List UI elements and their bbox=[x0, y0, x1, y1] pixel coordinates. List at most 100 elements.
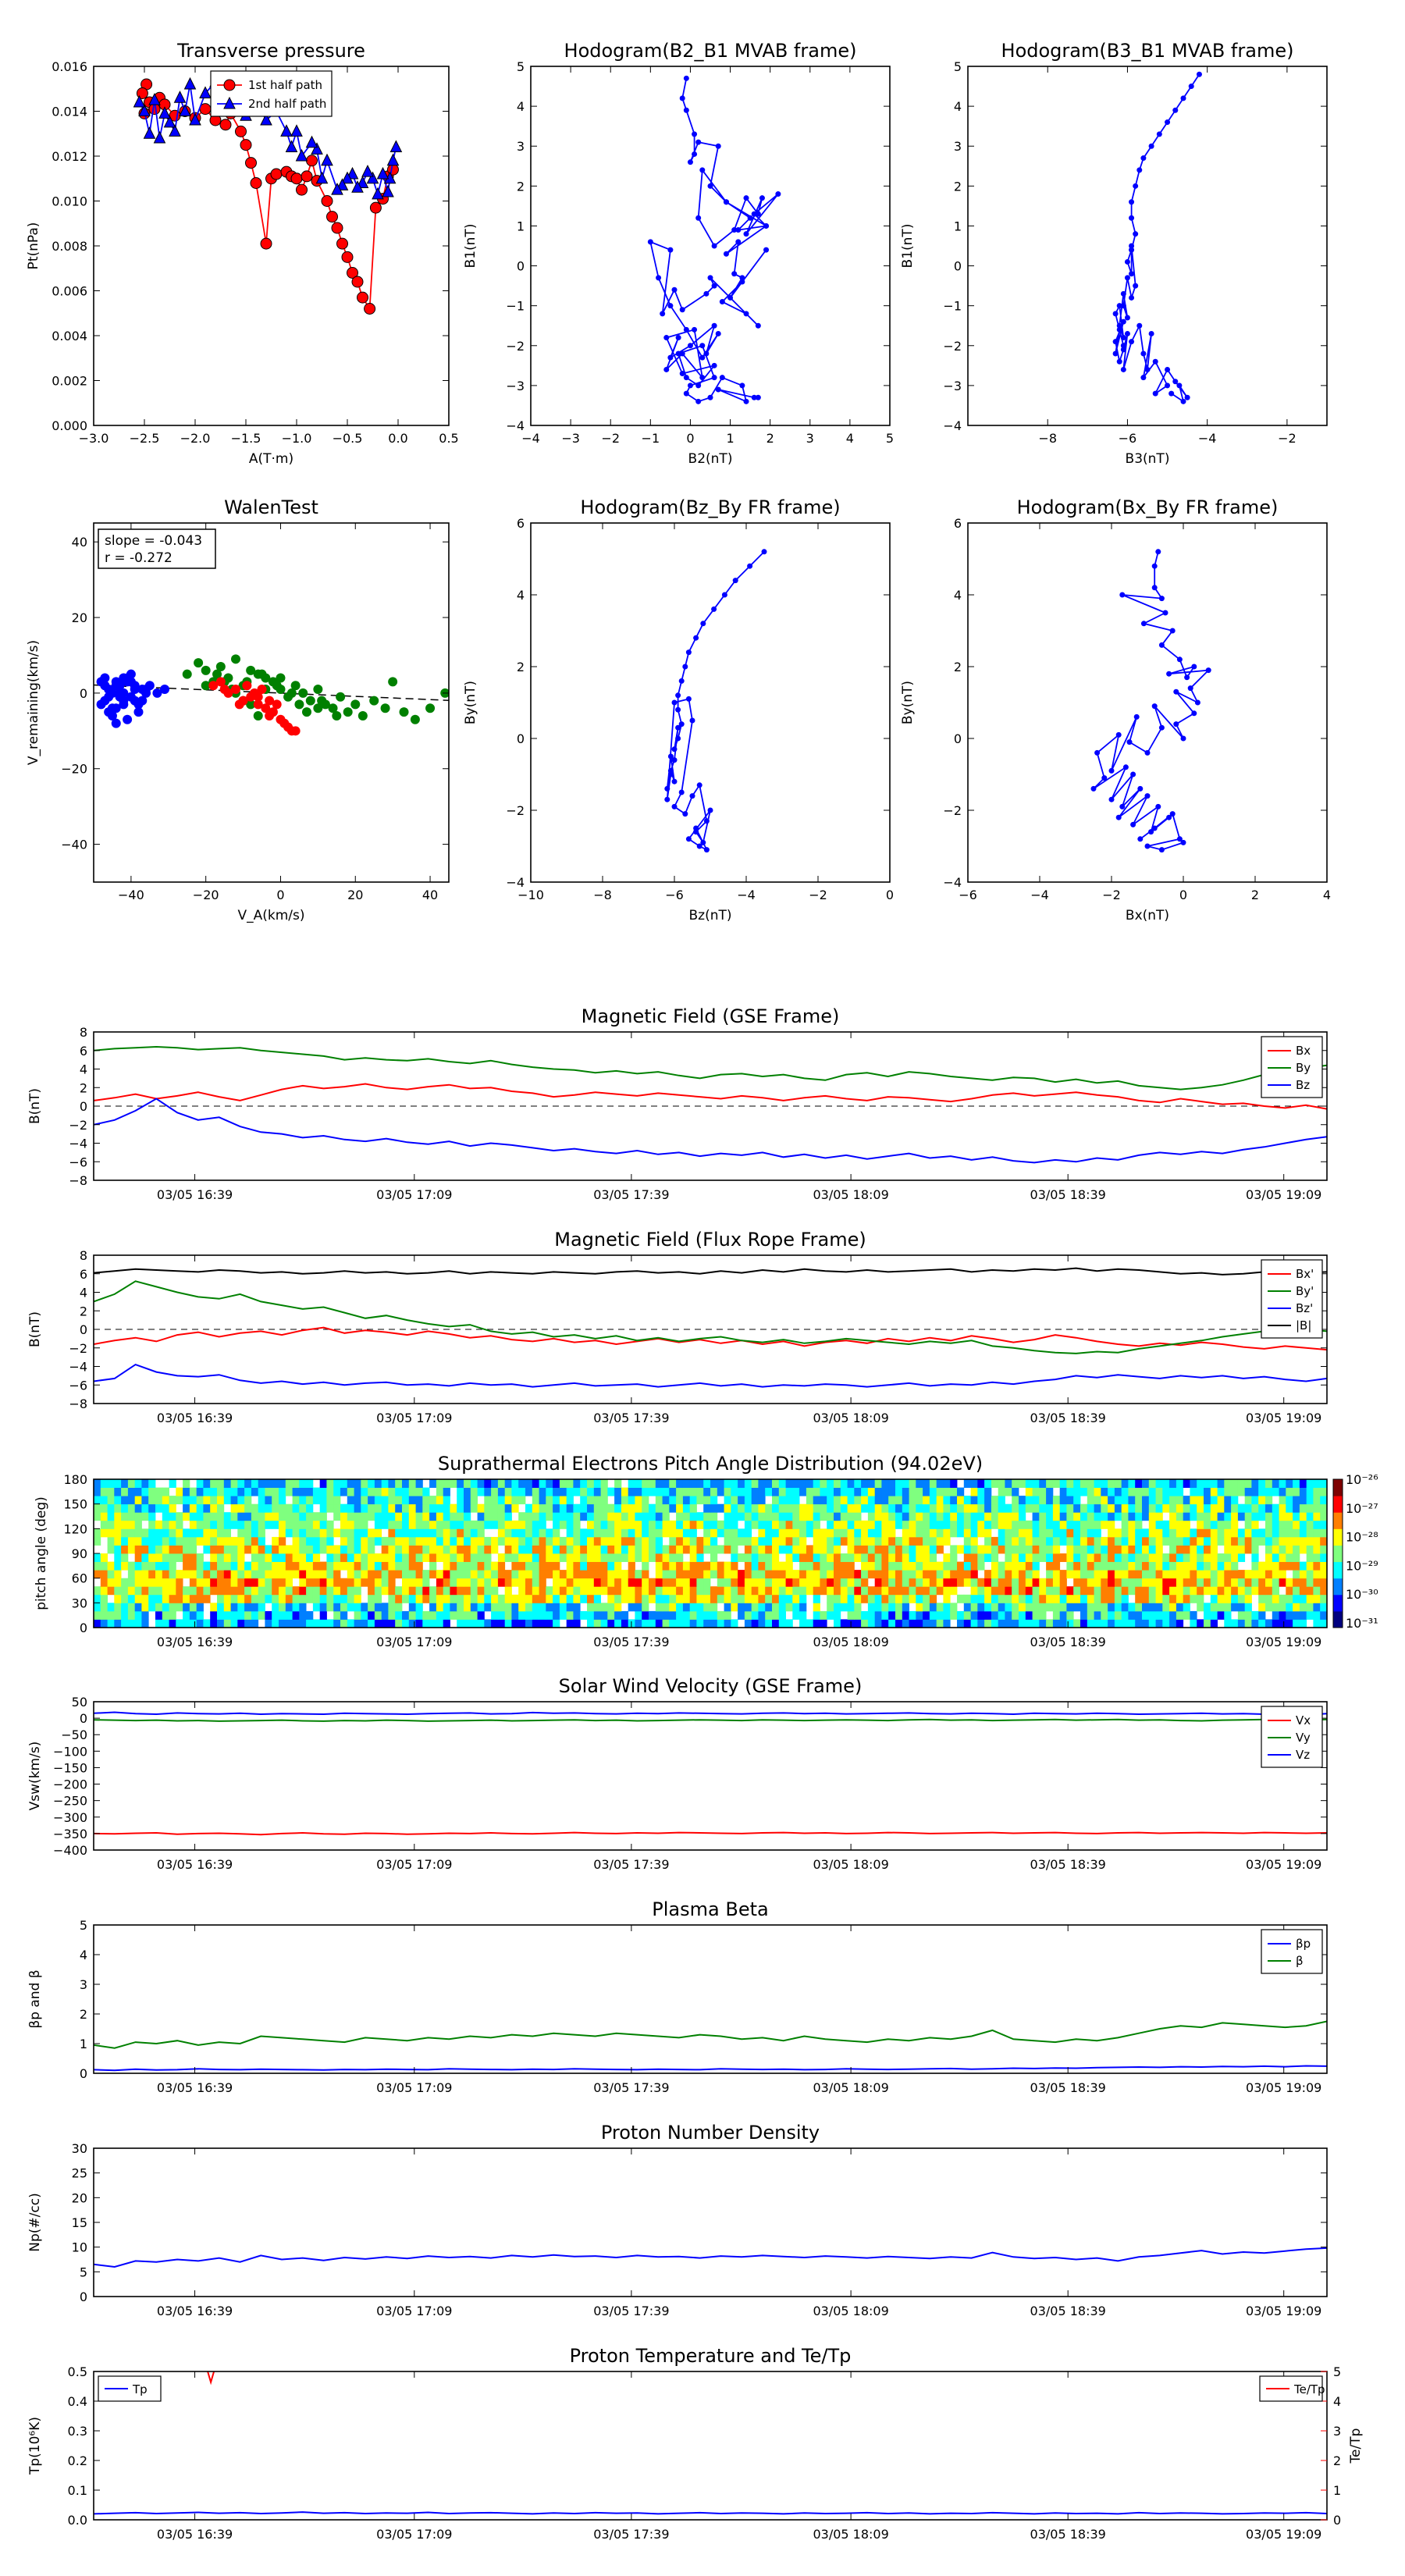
pad-cell bbox=[1299, 1487, 1307, 1496]
pad-cell bbox=[1204, 1561, 1211, 1571]
tp2-ytick-label: 0.5 bbox=[68, 2364, 87, 2379]
pad-cell bbox=[621, 1570, 629, 1579]
h31-point bbox=[1112, 311, 1119, 317]
pad-cell bbox=[127, 1479, 136, 1488]
pad-cell bbox=[1108, 1561, 1115, 1571]
pad-cell bbox=[1217, 1503, 1225, 1513]
pad-cell bbox=[834, 1561, 841, 1571]
pad-cell bbox=[477, 1603, 485, 1612]
pad-cell bbox=[1169, 1487, 1177, 1496]
tp2-time-label: 03/05 17:39 bbox=[593, 2527, 669, 2542]
pad-cell bbox=[888, 1619, 896, 1628]
pad-cell bbox=[299, 1570, 307, 1579]
pad-cell bbox=[237, 1479, 245, 1488]
pad-cell bbox=[1306, 1487, 1314, 1496]
pad-cell bbox=[936, 1578, 944, 1587]
pad-cell bbox=[340, 1553, 348, 1562]
pad-cell bbox=[607, 1503, 615, 1513]
wal-point bbox=[201, 681, 211, 691]
pad-cell bbox=[1032, 1479, 1040, 1488]
pad-cell bbox=[1128, 1610, 1136, 1620]
pad-cell bbox=[1176, 1570, 1184, 1579]
pad-cell bbox=[162, 1487, 169, 1496]
pad-cell bbox=[1059, 1479, 1067, 1488]
pad-cell bbox=[114, 1545, 122, 1554]
pad-cell bbox=[614, 1503, 622, 1513]
np-ylabel: Np(#/cc) bbox=[27, 2193, 43, 2251]
pad-cell bbox=[1121, 1528, 1129, 1538]
beta-ytick-label: 2 bbox=[80, 2007, 87, 2022]
pad-cell bbox=[861, 1545, 869, 1554]
pad-cell bbox=[1162, 1603, 1170, 1612]
h21-point bbox=[683, 107, 689, 113]
pad-cell bbox=[1135, 1594, 1143, 1603]
pad-cell bbox=[1251, 1512, 1259, 1521]
pad-cell bbox=[1293, 1610, 1300, 1620]
pad-cell bbox=[94, 1528, 101, 1538]
hxy-point bbox=[1173, 688, 1179, 695]
pad-cell bbox=[772, 1545, 780, 1554]
pad-cell bbox=[539, 1512, 546, 1521]
pad-cell bbox=[806, 1528, 814, 1538]
pad-cell bbox=[312, 1603, 321, 1612]
pad-cell bbox=[340, 1528, 348, 1538]
pad-cell bbox=[189, 1487, 197, 1496]
pad-cell bbox=[1306, 1610, 1314, 1620]
h21-point bbox=[719, 299, 725, 305]
pad-cell bbox=[251, 1520, 259, 1529]
pad-cell bbox=[1210, 1479, 1218, 1488]
pad-cell bbox=[635, 1487, 642, 1496]
pad-cell bbox=[847, 1479, 855, 1488]
pad-cell bbox=[1087, 1553, 1094, 1562]
pad-cell bbox=[916, 1586, 923, 1596]
pad-cell bbox=[731, 1603, 738, 1612]
hxy-point bbox=[1151, 585, 1158, 591]
pad-cell bbox=[237, 1594, 245, 1603]
pad-cell bbox=[1231, 1603, 1239, 1612]
pad-cell bbox=[429, 1610, 437, 1620]
pad-cell bbox=[1279, 1619, 1286, 1628]
pad-cell bbox=[566, 1479, 574, 1488]
pad-cell bbox=[703, 1512, 711, 1521]
pad-colorbar-label: 10⁻³¹ bbox=[1346, 1616, 1378, 1631]
hxy-xtick-label: 4 bbox=[1323, 888, 1331, 902]
pad-cell bbox=[155, 1578, 163, 1587]
mfgse-ytick-label: 8 bbox=[80, 1025, 87, 1040]
pad-cell bbox=[929, 1479, 937, 1488]
pad-cell bbox=[923, 1487, 930, 1496]
pad-cell bbox=[319, 1520, 327, 1529]
pad-cell bbox=[100, 1594, 108, 1603]
pad-cell bbox=[525, 1619, 533, 1628]
pad-cell bbox=[381, 1536, 389, 1546]
pad-cell bbox=[1114, 1603, 1122, 1612]
h21-point bbox=[711, 243, 717, 249]
pad-cell bbox=[127, 1610, 136, 1620]
pad-cell bbox=[888, 1545, 896, 1554]
pad-cell bbox=[525, 1528, 533, 1538]
pad-cell bbox=[1128, 1520, 1136, 1529]
pad-cell bbox=[1101, 1503, 1108, 1513]
pad-cell bbox=[1005, 1586, 1012, 1596]
pad-cell bbox=[395, 1545, 403, 1554]
pad-cell bbox=[354, 1512, 361, 1521]
pad-cell bbox=[635, 1594, 642, 1603]
pad-cell bbox=[1313, 1496, 1321, 1505]
pad-cell bbox=[874, 1487, 882, 1496]
pad-cell bbox=[621, 1536, 629, 1546]
hzy-point bbox=[671, 757, 678, 763]
pad-cell bbox=[148, 1496, 156, 1505]
pad-cell bbox=[1231, 1570, 1239, 1579]
pad-cell bbox=[998, 1487, 1005, 1496]
pad-cell bbox=[1217, 1479, 1225, 1488]
h21-xtick-label: 4 bbox=[846, 431, 854, 446]
pad-cell bbox=[148, 1570, 156, 1579]
pad-cell bbox=[217, 1487, 225, 1496]
pad-cell bbox=[559, 1512, 567, 1521]
pad-cell bbox=[1080, 1610, 1088, 1620]
pad-cell bbox=[1148, 1570, 1156, 1579]
pad-cell bbox=[1293, 1496, 1300, 1505]
pad-cell bbox=[984, 1619, 992, 1628]
hzy-point bbox=[675, 692, 681, 699]
pad-cell bbox=[1306, 1561, 1314, 1571]
pad-cell bbox=[518, 1479, 526, 1488]
